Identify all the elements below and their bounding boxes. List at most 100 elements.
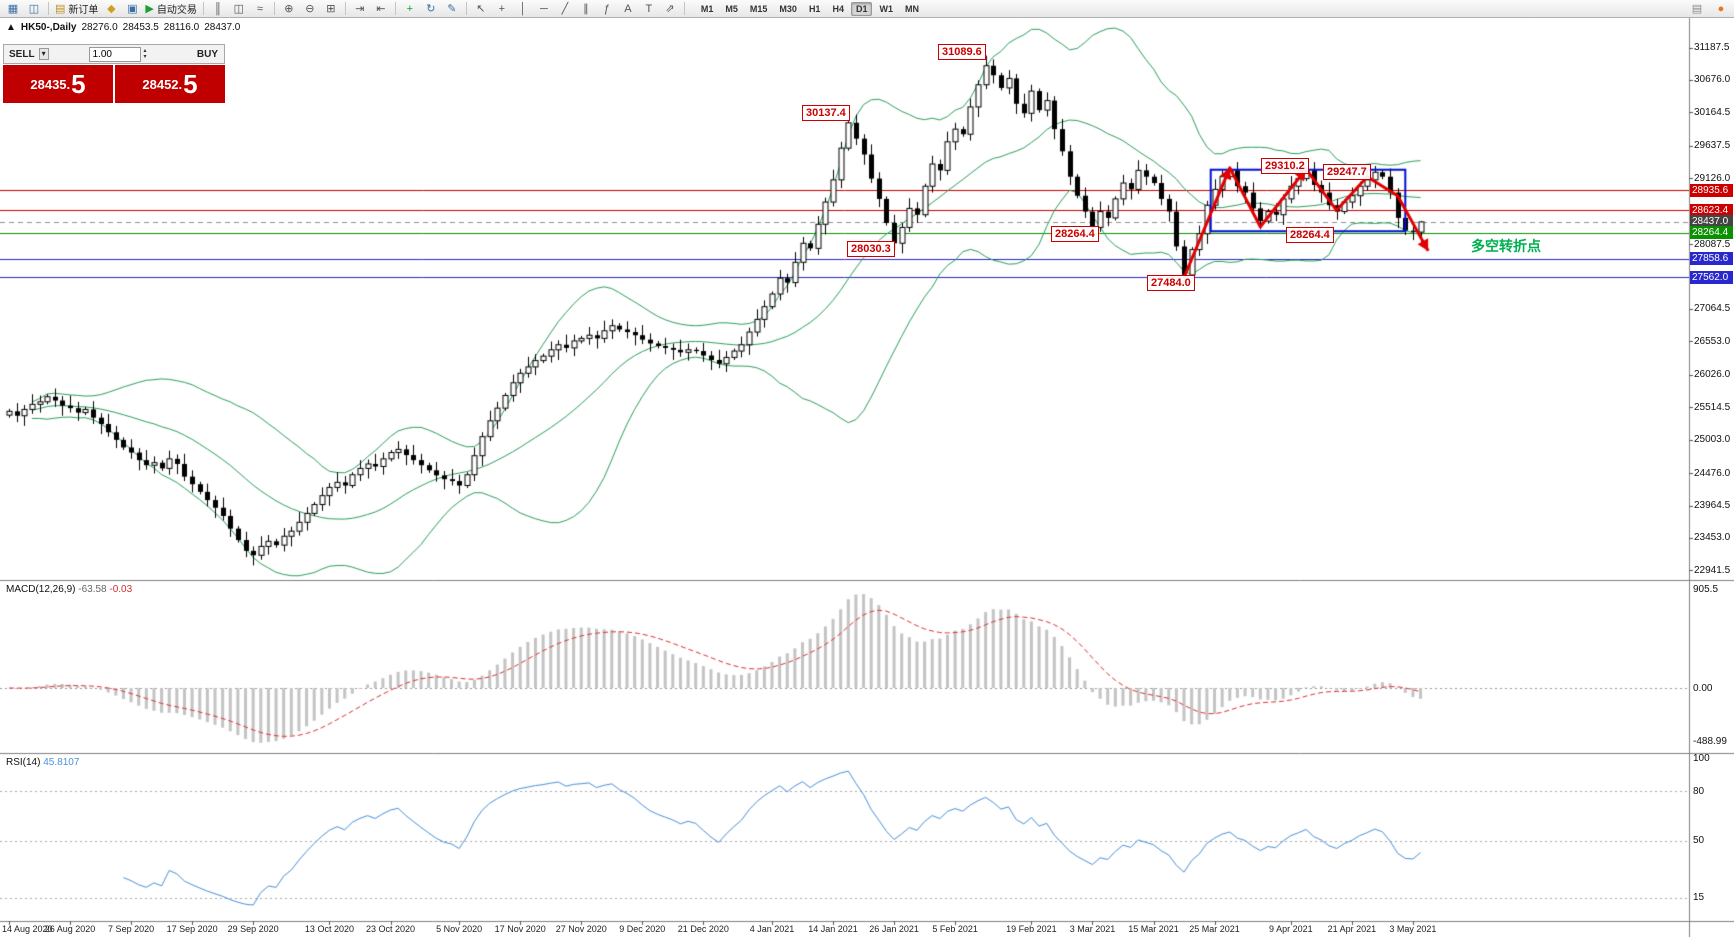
text-button[interactable]: A: [618, 1, 638, 16]
bar-chart-icon: ║: [213, 2, 222, 15]
trendline-button[interactable]: ╱: [555, 1, 575, 16]
trendline-icon: ╱: [561, 3, 569, 15]
auto-trading-label: 自动交易: [156, 5, 197, 16]
market-watch-button[interactable]: ▣: [122, 1, 142, 16]
cursor-button[interactable]: ↖: [471, 1, 491, 16]
line-chart-icon: ≈: [256, 2, 263, 15]
price-annotation[interactable]: 27484.0: [1147, 275, 1195, 291]
order-type-dropdown[interactable]: ▾: [38, 48, 49, 60]
price-annotation[interactable]: 28264.4: [1051, 226, 1099, 242]
bar-chart-button[interactable]: ║: [208, 1, 228, 16]
timeframe-w1[interactable]: W1: [879, 3, 893, 14]
notification-icon[interactable]: ●: [1717, 2, 1725, 15]
price-annotation[interactable]: 31089.6: [938, 44, 986, 60]
date-axis-label: 15 Mar 2021: [1128, 924, 1179, 934]
tile-windows-button[interactable]: ⊞: [321, 1, 341, 16]
horizontal-line-button[interactable]: ─: [534, 1, 554, 16]
toolbar-right-group: ▤ ●: [1687, 1, 1731, 16]
date-axis-label: 14 Aug 2020: [2, 924, 53, 934]
label-icon: T: [645, 2, 653, 15]
indicators-icon: +: [406, 2, 414, 15]
fibonacci-button[interactable]: ƒ: [597, 1, 617, 16]
rsi-axis-label: 100: [1693, 753, 1710, 764]
timeframe-mn[interactable]: MN: [904, 3, 919, 14]
buy-button[interactable]: 28452. 5: [115, 65, 225, 103]
arrows-tool-icon: ⇗: [665, 3, 675, 15]
date-axis-label: 29 Sep 2020: [227, 924, 279, 934]
market-watch-icon: ▣: [127, 3, 138, 15]
macd-value: -63.58: [78, 584, 107, 595]
timeframe-m30[interactable]: M30: [779, 3, 797, 14]
chart-shift-button[interactable]: ⇤: [371, 1, 391, 16]
new-chart-button[interactable]: ◫: [24, 1, 44, 16]
turning-point-text[interactable]: 多空转折点: [1471, 238, 1541, 254]
rsi-axis-label: 80: [1693, 785, 1705, 797]
date-axis-label: 13 Oct 2020: [304, 924, 354, 934]
new-chart-icon: ◫: [28, 3, 40, 15]
price-axis-tag: 28437.0: [1690, 215, 1733, 229]
date-axis-label: 17 Nov 2020: [494, 924, 546, 934]
volume-input[interactable]: [89, 46, 142, 62]
price-axis-tag: 28623.4: [1690, 203, 1733, 217]
price-annotation[interactable]: 28264.4: [1286, 227, 1334, 243]
auto-trading-button[interactable]: ▶ 自动交易: [143, 1, 198, 16]
date-axis-label: 4 Jan 2021: [749, 924, 795, 934]
buy-price: 28452.: [142, 76, 183, 92]
volume-field: ▴ ▾: [68, 46, 168, 62]
low-value: 28116.0: [163, 22, 200, 33]
new-order-button[interactable]: ▤ 新订单: [53, 1, 100, 16]
timeframe-h4[interactable]: H4: [832, 3, 844, 14]
chart-shift-icon: ⇤: [376, 3, 386, 15]
vertical-line-button[interactable]: │: [513, 1, 533, 16]
date-axis-label: 19 Feb 2021: [1006, 924, 1057, 934]
date-axis-label: 21 Apr 2021: [1327, 924, 1377, 934]
price-axis-tag: 28935.6: [1690, 183, 1733, 197]
auto-scroll-button[interactable]: ⇥: [350, 1, 370, 16]
history-center-button[interactable]: ◆: [101, 1, 121, 16]
price-axis-tick: 23964.5: [1694, 500, 1731, 512]
toolbar-right-icon[interactable]: ▤: [1691, 3, 1703, 15]
channel-button[interactable]: ∥: [576, 1, 596, 16]
price-axis-tick: 26553.0: [1694, 335, 1731, 347]
sell-button[interactable]: 28435. 5: [3, 65, 113, 103]
line-chart-button[interactable]: ≈: [250, 1, 270, 16]
zoom-in-button[interactable]: ⊕: [279, 1, 299, 16]
price-annotation[interactable]: 29310.2: [1261, 158, 1309, 174]
timeframe-h1[interactable]: H1: [808, 3, 821, 14]
chart-window-button[interactable]: ▦: [3, 1, 23, 16]
arrows-tool-button[interactable]: ⇗: [660, 1, 680, 16]
auto-trading-icon: ▶: [145, 3, 154, 15]
label-button[interactable]: T: [639, 1, 659, 16]
price-annotation[interactable]: 28030.3: [847, 241, 895, 257]
price-annotation[interactable]: 30137.4: [802, 105, 850, 121]
buy-label: BUY: [196, 48, 218, 60]
price-axis-tick: 27064.5: [1694, 303, 1731, 315]
timeframe-m1[interactable]: M1: [700, 3, 714, 14]
volume-up-button[interactable]: ▴: [143, 48, 147, 54]
timeframe-m15[interactable]: M15: [749, 3, 768, 14]
volume-down-button[interactable]: ▾: [143, 54, 147, 60]
candlestick-chart-button[interactable]: ◫: [229, 1, 249, 16]
date-axis-label: 3 May 2021: [1389, 924, 1437, 934]
timeframe-m5[interactable]: M5: [725, 3, 738, 14]
close-value: 28437.0: [204, 22, 241, 33]
chart-edit-icon: ✎: [447, 3, 457, 15]
price-axis-tick: 30164.5: [1694, 106, 1731, 118]
zoom-out-button[interactable]: ⊖: [300, 1, 320, 16]
tile-windows-icon: ⊞: [326, 3, 336, 15]
timeframe-d1[interactable]: D1: [850, 1, 873, 16]
rsi-axis-label: 15: [1693, 892, 1705, 904]
price-annotation[interactable]: 29247.7: [1323, 164, 1371, 180]
price-axis-tick: 25514.5: [1694, 401, 1731, 413]
chart-edit-button[interactable]: ✎: [442, 1, 462, 16]
indicators-button[interactable]: +: [400, 1, 420, 16]
one-click-toggle[interactable]: ▲: [6, 22, 16, 33]
text-icon: A: [624, 2, 632, 15]
price-axis-tick: 25003.0: [1694, 434, 1731, 446]
candlestick-chart-icon: ◫: [233, 3, 245, 15]
zoom-out-icon: ⊖: [305, 3, 315, 15]
macd-axis-label: 905.5: [1693, 583, 1719, 595]
crosshair-button[interactable]: +: [492, 1, 512, 16]
refresh-button[interactable]: ↻: [421, 1, 441, 16]
